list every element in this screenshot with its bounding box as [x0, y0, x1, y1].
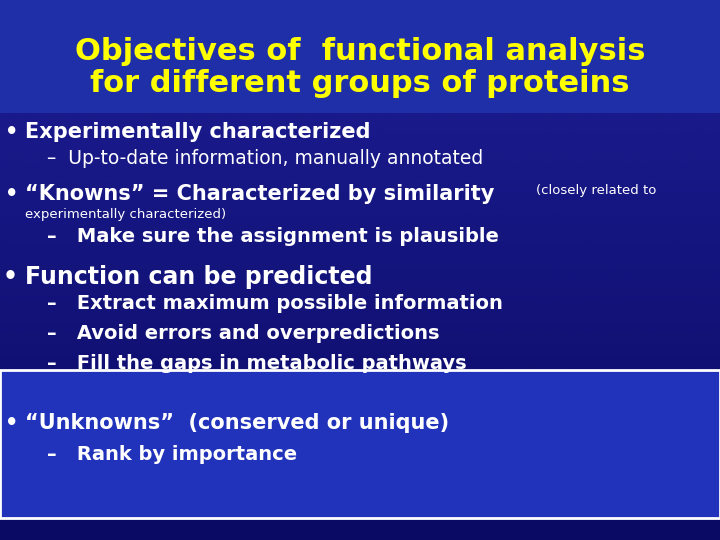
Text: Experimentally characterized: Experimentally characterized [25, 122, 371, 141]
Text: Objectives of  functional analysis: Objectives of functional analysis [75, 37, 645, 66]
FancyBboxPatch shape [0, 370, 720, 518]
Text: •: • [4, 184, 18, 204]
Text: –   Extract maximum possible information: – Extract maximum possible information [47, 294, 503, 313]
FancyBboxPatch shape [0, 0, 720, 113]
Text: Function can be predicted: Function can be predicted [25, 265, 373, 288]
Text: –   Avoid errors and overpredictions: – Avoid errors and overpredictions [47, 324, 439, 343]
Text: (closely related to: (closely related to [536, 184, 657, 197]
Text: “Unknowns”  (conserved or unique): “Unknowns” (conserved or unique) [25, 413, 449, 433]
Text: –  Up-to-date information, manually annotated: – Up-to-date information, manually annot… [47, 148, 483, 167]
Text: experimentally characterized): experimentally characterized) [25, 208, 226, 221]
Text: for different groups of proteins: for different groups of proteins [90, 69, 630, 98]
Text: –   Rank by importance: – Rank by importance [47, 446, 297, 464]
Text: “Knowns” = Characterized by similarity: “Knowns” = Characterized by similarity [25, 184, 495, 204]
Text: •: • [3, 265, 18, 288]
Text: –   Make sure the assignment is plausible: – Make sure the assignment is plausible [47, 227, 499, 246]
Text: •: • [4, 413, 18, 433]
Text: –   Fill the gaps in metabolic pathways: – Fill the gaps in metabolic pathways [47, 354, 467, 373]
Text: •: • [4, 122, 18, 141]
